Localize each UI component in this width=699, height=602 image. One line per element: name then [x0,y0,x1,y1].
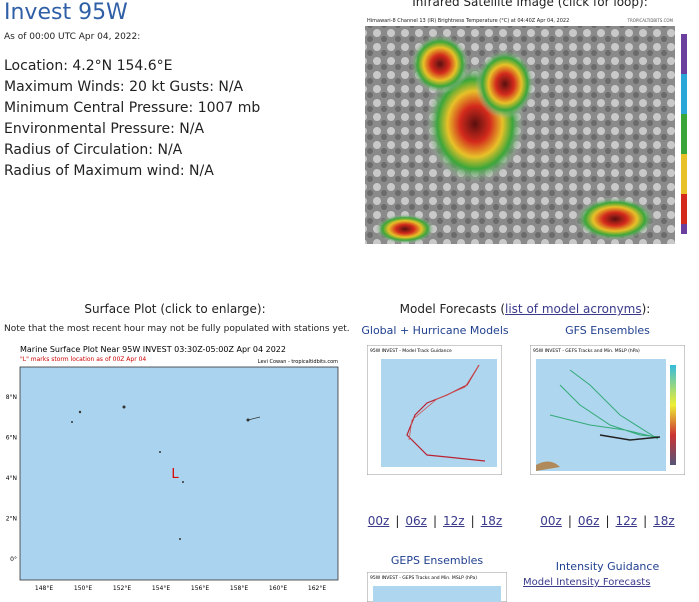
x-tick-label: 148°E [35,585,53,592]
map-subtitle: "L" marks storm location as of 00Z Apr 0… [20,356,146,363]
x-tick-label: 162°E [308,585,326,592]
y-tick-label: 0° [10,556,17,563]
storm-marker: L [171,467,179,482]
run-link[interactable]: 06z [405,514,427,528]
x-tick-label: 150°E [74,585,92,592]
gefs-image[interactable]: 95W INVEST - GEFS Tracks and Min. MSLP (… [530,345,685,475]
run-link[interactable]: 00z [540,514,562,528]
separator: | [605,514,610,528]
global-image[interactable]: 95W INVEST - Model Track Guidance [367,345,502,475]
x-tick-label: 154°E [152,585,170,592]
x-tick-label: 152°E [113,585,131,592]
acronyms-link[interactable]: list of model acronyms [505,302,642,316]
intensity-link[interactable]: Model Intensity Forecasts [523,577,651,588]
detail-line: Location: 4.2°N 154.6°E [4,58,173,74]
run-link[interactable]: 18z [480,514,503,528]
geps-heading: GEPS Ensembles [390,554,484,567]
gefs-heading: GFS Ensembles [565,324,650,337]
run-link[interactable]: 00z [367,514,390,528]
detail-line: Maximum Winds: 20 kt Gusts: N/A [4,79,244,95]
image-title: 95W INVEST - GEFS Tracks and Min. MSLP (… [533,348,640,354]
y-tick-label: 2°N [6,516,17,523]
separator: | [395,514,400,528]
run-link[interactable]: 12z [443,514,465,528]
satellite-credit: TROPICALTIDBITS.COM [627,18,674,23]
heading-text: Model Forecasts ( [399,302,505,316]
separator: | [643,514,648,528]
run-link[interactable]: 18z [653,514,675,528]
x-tick-label: 156°E [191,585,209,592]
detail-line: Radius of Circulation: N/A [4,142,183,158]
models-heading: Model Forecasts (list of model acronyms)… [360,302,690,316]
as-of: As of 00:00 UTC Apr 04, 2022: [4,32,141,42]
separator: | [470,514,475,528]
separator: | [567,514,572,528]
map-title: Marine Surface Plot Near 95W INVEST 03:3… [20,345,286,354]
global-heading: Global + Hurricane Models [361,324,509,337]
global-links: 00z | 06z | 12z | 18z [360,514,510,528]
detail-line: Radius of Maximum wind: N/A [4,163,214,179]
satellite-caption: Himawari-8 Channel 13 (IR) Brightness Te… [367,18,569,24]
image-title: 95W INVEST - Model Track Guidance [370,348,452,354]
satellite-image[interactable]: Himawari-8 Channel 13 (IR) Brightness Te… [345,14,690,259]
surface-note: Note that the most recent hour may not b… [4,324,350,334]
detail-line: Minimum Central Pressure: 1007 mb [4,100,261,116]
gefs-links: 00z | 06z | 12z | 18z [530,514,685,528]
separator: | [432,514,438,528]
x-tick-label: 160°E [269,585,287,592]
y-tick-label: 8°N [6,394,17,401]
run-link[interactable]: 12z [615,514,638,528]
surface-map[interactable]: Marine Surface Plot Near 95W INVEST 03:3… [0,340,350,598]
image-title: 95W INVEST - GEPS Tracks and Min. MSLP (… [370,575,477,581]
x-tick-label: 158°E [230,585,248,592]
intensity-heading: Intensity Guidance [555,560,660,573]
heading-text: ): [641,302,651,316]
map-ocean [19,366,339,581]
y-tick-label: 6°N [6,435,17,442]
satellite-heading: Infrared Satellite Image (click for loop… [412,0,648,9]
surface-heading: Surface Plot (click to enlarge): [84,302,266,316]
storm-title: Invest 95W [4,0,128,25]
run-link[interactable]: 06z [577,514,600,528]
map-credit: Levi Cowan - tropicaltidbits.com [258,359,338,365]
y-tick-label: 4°N [6,475,17,482]
detail-line: Environmental Pressure: N/A [4,121,205,137]
